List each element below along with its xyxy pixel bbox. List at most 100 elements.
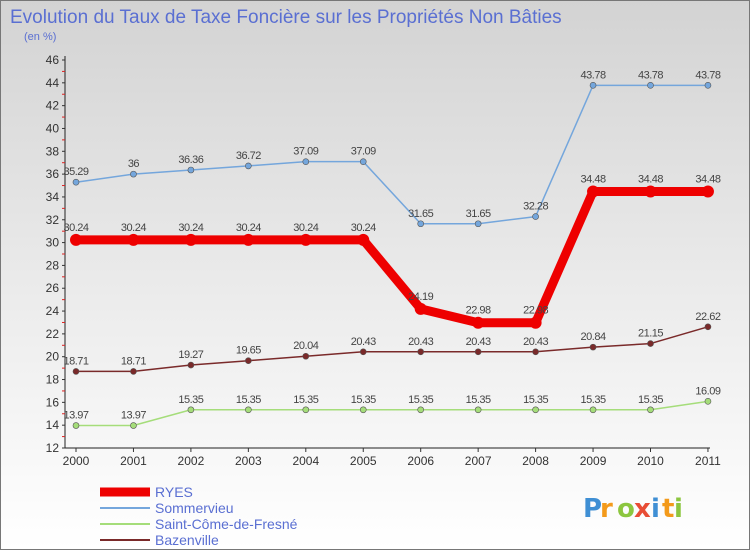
data-label-saint-come-de-fresne: 13.97 bbox=[121, 410, 146, 422]
y-tick-label: 12 bbox=[46, 441, 60, 455]
x-tick-label: 2008 bbox=[522, 454, 549, 468]
data-point-saint-come-de-fresne bbox=[417, 406, 425, 414]
data-point-ryes bbox=[127, 233, 140, 246]
data-point-bazenville bbox=[245, 357, 252, 365]
data-label-bazenville: 18.71 bbox=[121, 355, 146, 367]
y-tick-label: 22 bbox=[46, 327, 60, 341]
data-point-saint-come-de-fresne bbox=[130, 422, 137, 429]
data-label-saint-come-de-fresne: 15.35 bbox=[581, 394, 606, 406]
y-tick-label: 26 bbox=[46, 281, 60, 295]
series-line-saint-come-de-fresne bbox=[75, 400, 709, 427]
data-point-bazenville bbox=[72, 368, 80, 375]
legend-item-sommervieu: Sommervieu bbox=[100, 500, 234, 516]
data-point-bazenville bbox=[474, 348, 482, 356]
data-point-sommervieu bbox=[187, 166, 195, 174]
data-point-saint-come-de-fresne bbox=[245, 406, 252, 414]
data-label-ryes: 34.48 bbox=[695, 173, 720, 185]
data-point-ryes bbox=[644, 185, 657, 198]
data-point-saint-come-de-fresne bbox=[532, 406, 539, 414]
data-label-saint-come-de-fresne: 15.35 bbox=[351, 394, 376, 406]
brand-letter: o bbox=[617, 494, 635, 524]
data-point-saint-come-de-fresne bbox=[474, 406, 482, 414]
data-point-saint-come-de-fresne bbox=[704, 398, 712, 405]
data-point-ryes bbox=[472, 316, 485, 329]
data-point-saint-come-de-fresne bbox=[589, 406, 597, 414]
data-point-sommervieu bbox=[359, 158, 367, 165]
proxiti-logo: Pr o x i t i bbox=[583, 494, 683, 524]
data-label-sommervieu: 36.36 bbox=[178, 154, 203, 166]
data-label-saint-come-de-fresne: 15.35 bbox=[638, 394, 663, 406]
x-tick-label: 2002 bbox=[178, 454, 205, 468]
series-points bbox=[70, 82, 714, 429]
legend: RYES Sommervieu Saint-Côme-de-Fresné Baz… bbox=[100, 484, 298, 548]
brand-letter: t bbox=[662, 494, 674, 524]
x-tick-label: 2006 bbox=[407, 454, 434, 468]
brand-letter: x bbox=[634, 494, 651, 524]
y-tick-label: 42 bbox=[46, 99, 60, 113]
x-tick-label: 2011 bbox=[695, 454, 721, 468]
data-label-ryes: 30.24 bbox=[63, 222, 88, 234]
legend-label-bazenville: Bazenville bbox=[155, 532, 219, 548]
data-point-sommervieu bbox=[589, 82, 597, 89]
data-label-saint-come-de-fresne: 13.97 bbox=[63, 410, 88, 422]
data-point-saint-come-de-fresne bbox=[187, 406, 195, 414]
data-label-saint-come-de-fresne: 15.35 bbox=[466, 394, 491, 406]
x-tick-label: 2003 bbox=[235, 454, 262, 468]
data-point-sommervieu bbox=[130, 170, 137, 178]
y-tick-label: 40 bbox=[46, 121, 60, 135]
data-point-saint-come-de-fresne bbox=[647, 406, 654, 414]
legend-item-saint-come-de-fresne: Saint-Côme-de-Fresné bbox=[100, 516, 298, 532]
y-tick-label: 14 bbox=[46, 418, 60, 432]
legend-label-sommervieu: Sommervieu bbox=[155, 500, 234, 516]
data-point-sommervieu bbox=[245, 162, 252, 170]
data-label-saint-come-de-fresne: 15.35 bbox=[178, 394, 203, 406]
series-line-sommervieu bbox=[75, 84, 709, 225]
series-lines bbox=[71, 84, 713, 427]
brand-letter: P bbox=[583, 494, 602, 524]
data-label-sommervieu: 43.78 bbox=[581, 69, 606, 81]
data-label-bazenville: 20.43 bbox=[408, 336, 433, 348]
y-tick-label: 20 bbox=[46, 350, 60, 364]
data-point-saint-come-de-fresne bbox=[72, 422, 80, 429]
x-tick-label: 2004 bbox=[292, 454, 319, 468]
data-label-sommervieu: 31.65 bbox=[408, 208, 433, 220]
data-point-ryes bbox=[701, 185, 714, 198]
data-label-saint-come-de-fresne: 15.35 bbox=[523, 394, 548, 406]
data-point-sommervieu bbox=[417, 220, 425, 228]
data-point-sommervieu bbox=[704, 82, 712, 89]
data-label-ryes: 24.19 bbox=[408, 291, 433, 303]
data-point-ryes bbox=[70, 233, 82, 246]
data-label-saint-come-de-fresne: 15.35 bbox=[293, 394, 318, 406]
y-tick-label: 36 bbox=[46, 167, 60, 181]
legend-label-saint-come-de-fresne: Saint-Côme-de-Fresné bbox=[155, 516, 298, 532]
data-point-ryes bbox=[184, 233, 197, 246]
data-label-ryes: 30.24 bbox=[236, 222, 261, 234]
data-label-sommervieu: 36 bbox=[128, 158, 140, 170]
data-point-sommervieu bbox=[532, 213, 539, 220]
y-tick-label: 24 bbox=[46, 304, 60, 318]
data-label-sommervieu: 35.29 bbox=[63, 166, 88, 178]
brand-letter: i bbox=[674, 494, 683, 524]
series-line-bazenville bbox=[75, 326, 709, 373]
data-label-ryes: 30.24 bbox=[351, 222, 376, 234]
data-label-bazenville: 19.27 bbox=[178, 349, 203, 361]
y-tick-label: 30 bbox=[46, 236, 60, 250]
data-point-saint-come-de-fresne bbox=[302, 406, 310, 414]
data-label-bazenville: 19.65 bbox=[236, 345, 261, 357]
brand-letter: i bbox=[651, 494, 660, 524]
legend-item-ryes: RYES bbox=[100, 484, 193, 500]
data-point-bazenville bbox=[417, 348, 425, 356]
data-point-sommervieu bbox=[302, 158, 310, 165]
data-point-ryes bbox=[299, 233, 312, 246]
data-point-ryes bbox=[587, 185, 600, 198]
data-point-sommervieu bbox=[72, 178, 80, 186]
data-label-saint-come-de-fresne: 15.35 bbox=[236, 394, 261, 406]
y-tick-label: 38 bbox=[46, 144, 60, 158]
data-label-sommervieu: 37.09 bbox=[293, 146, 318, 158]
data-label-ryes: 34.48 bbox=[638, 173, 663, 185]
data-point-ryes bbox=[529, 316, 542, 329]
x-tick-label: 2001 bbox=[120, 454, 147, 468]
data-label-bazenville: 20.43 bbox=[466, 336, 491, 348]
data-point-ryes bbox=[414, 302, 427, 315]
